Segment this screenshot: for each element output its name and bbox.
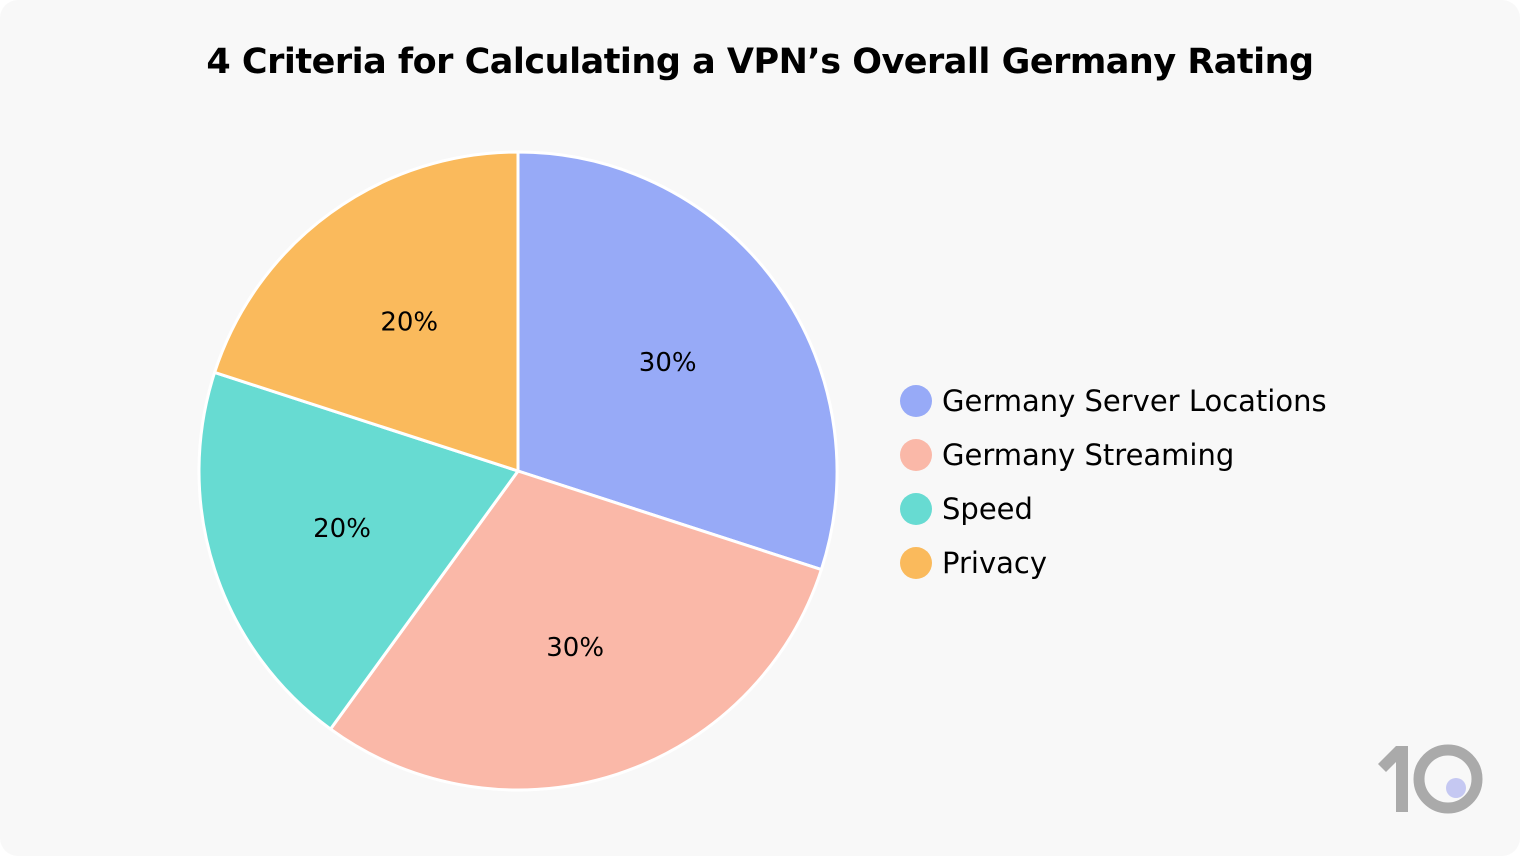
pie-slice-4 xyxy=(212,150,520,474)
legend-swatch xyxy=(900,385,932,417)
legend: Germany Server Locations Germany Streamin… xyxy=(900,374,1327,590)
pie-slice-1 xyxy=(516,150,839,572)
slice-label-3: 20% xyxy=(313,514,371,544)
legend-item: Privacy xyxy=(900,536,1327,590)
legend-swatch xyxy=(900,439,932,471)
pie-slice-2 xyxy=(328,469,824,792)
slice-label-4: 20% xyxy=(380,307,438,337)
legend-label: Speed xyxy=(942,492,1033,526)
pie-slice-3 xyxy=(197,370,521,732)
slice-label-2: 30% xyxy=(546,633,604,663)
legend-label: Germany Server Locations xyxy=(942,384,1327,418)
legend-item: Speed xyxy=(900,482,1327,536)
legend-item: Germany Streaming xyxy=(900,428,1327,482)
slice-label-1: 30% xyxy=(639,348,697,378)
legend-item: Germany Server Locations xyxy=(900,374,1327,428)
legend-label: Germany Streaming xyxy=(942,438,1235,472)
brand-logo xyxy=(1378,744,1483,814)
legend-swatch xyxy=(900,547,932,579)
legend-label: Privacy xyxy=(942,546,1047,580)
legend-swatch xyxy=(900,493,932,525)
chart-title: 4 Criteria for Calculating a VPN’s Overa… xyxy=(206,42,1314,82)
